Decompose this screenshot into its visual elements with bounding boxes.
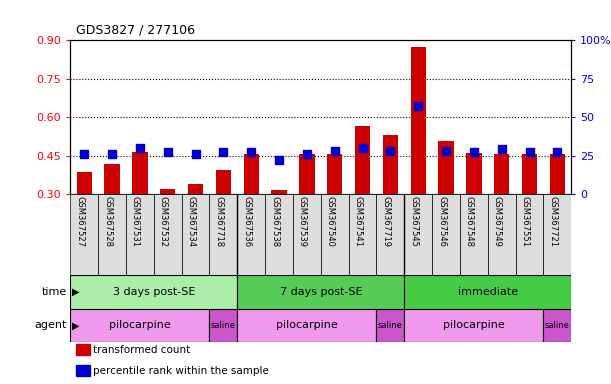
Bar [237,309,376,342]
Bar [543,309,571,342]
Text: saline: saline [378,321,403,330]
Text: pilocarpine: pilocarpine [443,320,505,331]
Bar [210,194,237,275]
Text: GSM367546: GSM367546 [437,196,446,247]
Bar [299,154,315,194]
Text: GSM367536: GSM367536 [242,196,251,247]
Bar [321,194,349,275]
Point [246,149,256,156]
Bar [494,154,510,194]
Text: GSM367532: GSM367532 [159,196,167,247]
Bar [355,126,370,194]
Text: GSM367549: GSM367549 [492,196,502,247]
Text: saline: saline [545,321,570,330]
Bar [132,152,147,194]
Text: percentile rank within the sample: percentile rank within the sample [93,366,269,376]
Bar [404,275,571,309]
Bar [460,194,488,275]
Bar [265,194,293,275]
Bar [98,194,126,275]
Text: GSM367539: GSM367539 [298,196,307,247]
Bar [382,135,398,194]
Point [302,151,312,157]
Bar [466,153,481,194]
Bar [376,309,404,342]
Point [386,148,395,154]
Text: GSM367527: GSM367527 [75,196,84,247]
Text: pilocarpine: pilocarpine [276,320,338,331]
Point [191,151,200,157]
Bar [522,154,537,194]
Bar [271,190,287,194]
Point [413,103,423,109]
Bar [432,194,460,275]
Text: GSM367719: GSM367719 [381,196,390,247]
Bar [104,164,120,194]
Bar [349,194,376,275]
Bar [244,154,259,194]
Text: GSM367541: GSM367541 [354,196,362,247]
Bar [76,172,92,194]
Text: pilocarpine: pilocarpine [109,320,170,331]
Text: 3 days post-SE: 3 days post-SE [112,287,195,297]
Bar [488,194,516,275]
Point [330,148,340,154]
Point [552,149,562,156]
Text: GSM367548: GSM367548 [465,196,474,247]
Point [79,151,89,157]
Bar [70,194,98,275]
Text: time: time [42,287,67,297]
Bar [516,194,543,275]
Text: GSM367531: GSM367531 [131,196,140,247]
Text: ▶: ▶ [71,287,79,297]
Point [107,151,117,157]
Text: saline: saline [211,321,236,330]
Point [219,149,229,156]
Bar [188,184,203,194]
Bar [327,154,342,194]
Text: GSM367721: GSM367721 [548,196,557,247]
Text: 7 days post-SE: 7 days post-SE [279,287,362,297]
Bar [181,194,210,275]
Text: GSM367718: GSM367718 [214,196,224,247]
Point [441,148,451,154]
Text: GDS3827 / 277106: GDS3827 / 277106 [76,23,196,36]
Text: GSM367538: GSM367538 [270,196,279,247]
Text: GSM367534: GSM367534 [186,196,196,247]
Point [135,145,145,151]
Bar [411,47,426,194]
Text: ▶: ▶ [71,320,79,331]
Bar [70,309,210,342]
Bar [543,194,571,275]
Bar [438,141,454,194]
Point [497,146,507,152]
Bar [154,194,181,275]
Bar [293,194,321,275]
Bar [237,275,404,309]
Bar [404,194,432,275]
Text: GSM367545: GSM367545 [409,196,418,247]
Text: GSM367540: GSM367540 [326,196,335,247]
Bar [404,309,543,342]
Point [274,157,284,163]
Bar [160,189,175,194]
Bar [550,154,565,194]
Bar [376,194,404,275]
Text: agent: agent [35,320,67,331]
Text: immediate: immediate [458,287,518,297]
Point [357,145,367,151]
Point [525,149,535,156]
Bar [70,275,237,309]
Text: transformed count: transformed count [93,344,190,355]
Point [163,149,172,156]
Text: GSM367551: GSM367551 [521,196,530,247]
Bar [237,194,265,275]
Text: GSM367528: GSM367528 [103,196,112,247]
Bar [216,170,231,194]
Point [469,149,479,156]
Bar [210,309,237,342]
Bar [126,194,154,275]
